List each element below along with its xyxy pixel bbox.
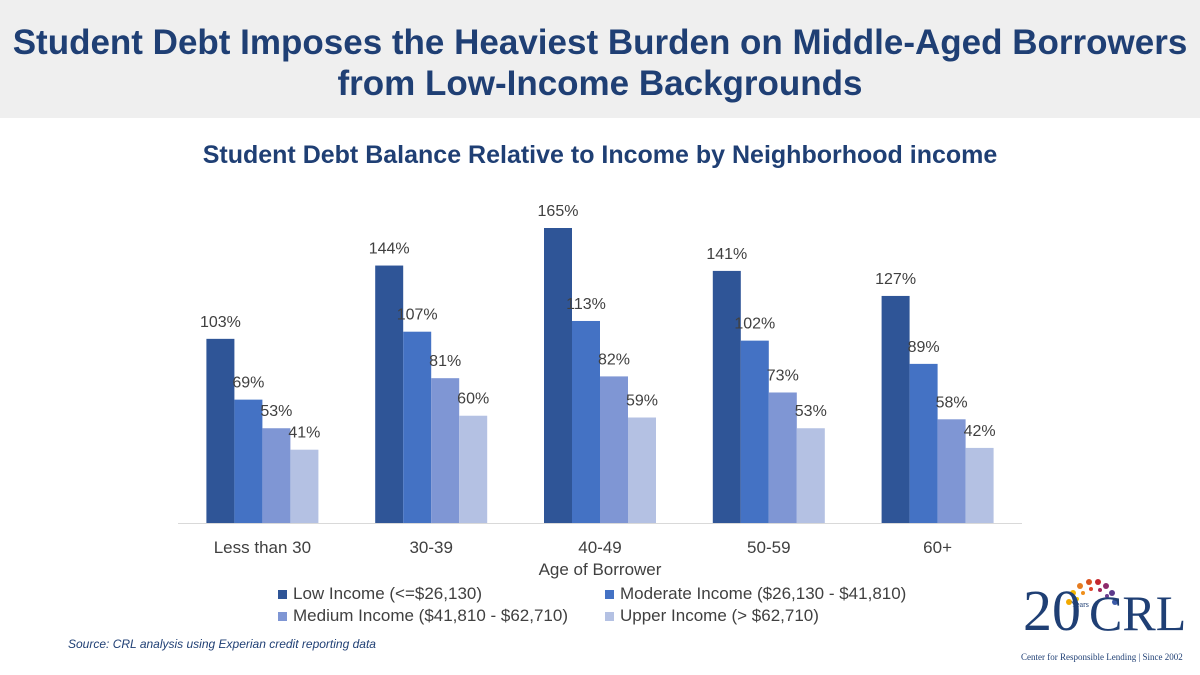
logo-dots-icon xyxy=(1066,579,1118,605)
data-label-40-49-moderate-income: 113% xyxy=(566,296,606,313)
data-label-60-upper-income: 42% xyxy=(964,423,996,440)
bar-less-than-30-upper-income xyxy=(290,449,319,523)
bar-40-49-medium-income xyxy=(600,376,628,523)
bar-30-39-low-income xyxy=(375,265,404,523)
bar-30-39-upper-income xyxy=(459,415,488,523)
legend-label-moderate-income: Moderate Income ($26,130 - $41,810) xyxy=(620,584,907,603)
data-label-50-59-upper-income: 53% xyxy=(795,403,827,420)
logo-number: 20 xyxy=(1023,578,1081,643)
data-label-40-49-medium-income: 82% xyxy=(598,351,630,368)
legend-item-low-income: Low Income (<=$26,130) xyxy=(278,584,482,604)
logo-years: Years xyxy=(1071,600,1089,609)
bar-less-than-30-low-income xyxy=(206,338,235,523)
bar-60-upper-income xyxy=(965,447,994,523)
page-title-line1: Student Debt Imposes the Heaviest Burden… xyxy=(12,23,1188,62)
bar-50-59-upper-income xyxy=(796,428,825,523)
data-label-60-medium-income: 58% xyxy=(936,394,968,411)
bar-60-moderate-income xyxy=(909,363,938,523)
crl-logo: 20 Years CRL Center for Responsible Lend… xyxy=(1015,570,1195,670)
bar-less-than-30-medium-income xyxy=(262,428,291,523)
legend-label-low-income: Low Income (<=$26,130) xyxy=(293,584,483,603)
data-label-30-39-moderate-income: 107% xyxy=(397,307,438,324)
bar-less-than-30-moderate-income xyxy=(234,399,263,523)
data-label-less-than-30-medium-income: 53% xyxy=(260,403,292,420)
x-tick-label-60: 60+ xyxy=(923,538,952,557)
bar-50-59-medium-income xyxy=(768,392,797,523)
legend-swatch-low-income xyxy=(278,589,287,599)
data-label-40-49-upper-income: 59% xyxy=(626,393,658,410)
x-tick-label-40-49: 40-49 xyxy=(578,538,621,557)
page-title-line2: from Low-Income Backgrounds xyxy=(337,64,863,103)
x-axis-title: Age of Borrower xyxy=(539,560,662,579)
data-label-less-than-30-low-income: 103% xyxy=(200,314,241,331)
page-title: Student Debt Imposes the Heaviest Burden… xyxy=(0,22,1200,104)
data-label-less-than-30-moderate-income: 69% xyxy=(232,375,264,392)
data-label-30-39-upper-income: 60% xyxy=(457,391,489,408)
legend-label-upper-income: Upper Income (> $62,710) xyxy=(620,606,819,625)
legend-swatch-upper-income xyxy=(605,611,614,621)
legend-item-medium-income: Medium Income ($41,810 - $62,710) xyxy=(278,606,568,626)
x-tick-label-less-than-30: Less than 30 xyxy=(214,538,311,557)
data-label-50-59-low-income: 141% xyxy=(706,246,747,263)
logo-tagline: Center for Responsible Lending | Since 2… xyxy=(1021,652,1183,662)
data-label-50-59-moderate-income: 102% xyxy=(734,316,775,333)
data-label-less-than-30-upper-income: 41% xyxy=(288,425,320,442)
legend-swatch-moderate-income xyxy=(605,589,614,599)
header-band xyxy=(0,0,1200,118)
bar-50-59-low-income xyxy=(712,270,741,523)
data-label-30-39-medium-income: 81% xyxy=(429,353,461,370)
bar-40-49-low-income xyxy=(544,228,572,523)
logo-brand: CRL xyxy=(1089,585,1187,641)
legend-item-moderate-income: Moderate Income ($26,130 - $41,810) xyxy=(605,584,906,604)
bar-60-low-income xyxy=(881,295,910,523)
chart-title: Student Debt Balance Relative to Income … xyxy=(202,141,998,169)
bar-40-49-moderate-income xyxy=(572,320,600,523)
bar-50-59-moderate-income xyxy=(740,340,769,523)
legend-label-medium-income: Medium Income ($41,810 - $62,710) xyxy=(293,606,568,625)
legend-item-upper-income: Upper Income (> $62,710) xyxy=(605,606,819,626)
bar-30-39-medium-income xyxy=(431,378,460,523)
bar-30-39-moderate-income xyxy=(403,331,432,523)
data-label-50-59-medium-income: 73% xyxy=(767,367,799,384)
data-label-40-49-low-income: 165% xyxy=(538,203,579,220)
source-note: Source: CRL analysis using Experian cred… xyxy=(68,637,376,651)
x-tick-label-50-59: 50-59 xyxy=(747,538,790,557)
data-label-60-moderate-income: 89% xyxy=(908,339,940,356)
legend-swatch-medium-income xyxy=(278,611,287,621)
bar-60-medium-income xyxy=(937,419,966,523)
data-label-30-39-low-income: 144% xyxy=(369,241,410,258)
x-tick-label-30-39: 30-39 xyxy=(409,538,452,557)
bar-40-49-upper-income xyxy=(628,417,656,523)
data-label-60-low-income: 127% xyxy=(875,271,916,288)
